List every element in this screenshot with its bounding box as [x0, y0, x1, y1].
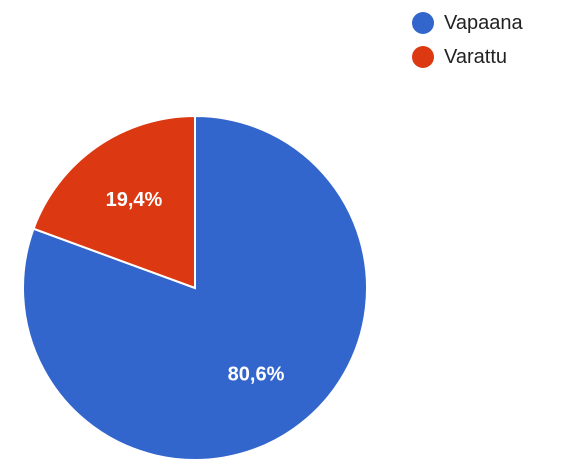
- legend-label-vapaana: Vapaana: [444, 11, 523, 34]
- legend-label-varattu: Varattu: [444, 45, 507, 68]
- pie-slice-varattu[interactable]: [32, 114, 196, 290]
- legend-swatch-varattu: [412, 46, 434, 68]
- legend: Vapaana Varattu: [412, 6, 523, 74]
- legend-item-vapaana[interactable]: Vapaana: [412, 6, 523, 40]
- pie-label-varattu: 19,4%: [106, 189, 163, 211]
- legend-item-varattu[interactable]: Varattu: [412, 40, 523, 74]
- legend-swatch-vapaana: [412, 12, 434, 34]
- pie-label-vapaana: 80,6%: [228, 364, 285, 386]
